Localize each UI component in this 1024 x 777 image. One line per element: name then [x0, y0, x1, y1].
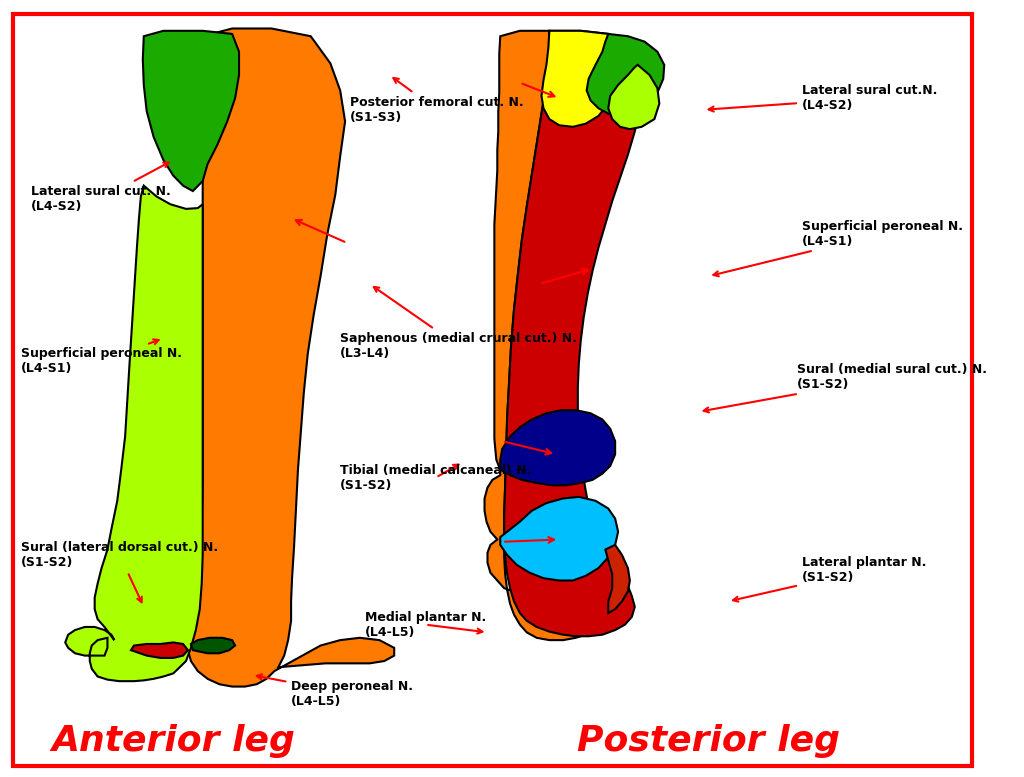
Text: Tibial (medial calcaneal) N.
(S1-S2): Tibial (medial calcaneal) N. (S1-S2) [340, 464, 531, 492]
Polygon shape [188, 29, 394, 687]
Polygon shape [190, 638, 236, 653]
Polygon shape [608, 64, 659, 129]
Text: Posterior femoral cut. N.
(S1-S3): Posterior femoral cut. N. (S1-S3) [350, 78, 523, 124]
Polygon shape [501, 497, 618, 580]
Polygon shape [587, 34, 665, 116]
Text: Superficial peroneal N.
(L4-S1): Superficial peroneal N. (L4-S1) [714, 220, 963, 277]
Polygon shape [66, 186, 203, 681]
Text: Medial plantar N.
(L4-L5): Medial plantar N. (L4-L5) [365, 611, 486, 639]
Polygon shape [605, 545, 630, 613]
Text: Sural (lateral dorsal cut.) N.
(S1-S2): Sural (lateral dorsal cut.) N. (S1-S2) [22, 541, 218, 602]
Text: Posterior leg: Posterior leg [577, 723, 840, 758]
Polygon shape [501, 410, 615, 486]
Text: Lateral plantar N.
(S1-S2): Lateral plantar N. (S1-S2) [733, 556, 926, 601]
Text: Anterior leg: Anterior leg [51, 723, 295, 758]
Text: Saphenous (medial crural cut.) N.
(L3-L4): Saphenous (medial crural cut.) N. (L3-L4… [340, 287, 578, 360]
Polygon shape [142, 31, 239, 191]
Text: Lateral sural cut.N.
(L4-S2): Lateral sural cut.N. (L4-S2) [709, 84, 937, 112]
Polygon shape [484, 31, 625, 640]
Text: Superficial peroneal N.
(L4-S1): Superficial peroneal N. (L4-S1) [22, 340, 182, 375]
Text: Lateral sural cut. N.
(L4-S2): Lateral sural cut. N. (L4-S2) [31, 162, 171, 213]
Polygon shape [131, 643, 188, 658]
Polygon shape [504, 31, 642, 636]
Text: Deep peroneal N.
(L4-L5): Deep peroneal N. (L4-L5) [257, 674, 413, 709]
Polygon shape [542, 31, 618, 127]
Text: Sural (medial sural cut.) N.
(S1-S2): Sural (medial sural cut.) N. (S1-S2) [703, 363, 987, 413]
